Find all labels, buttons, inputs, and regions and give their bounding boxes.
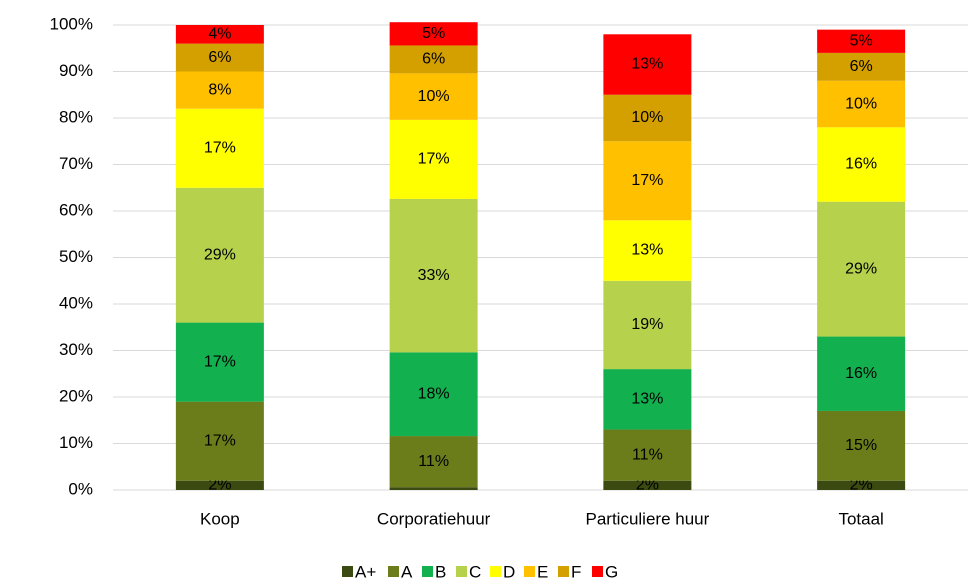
data-label: 13% [631, 56, 663, 73]
data-label: 17% [418, 151, 450, 168]
data-label: 29% [845, 260, 877, 277]
bar-segment [389, 487, 478, 490]
bar-segment [389, 73, 478, 120]
y-tick-label: 0% [68, 479, 93, 498]
y-tick-label: 70% [59, 154, 93, 173]
data-label: 17% [204, 353, 236, 370]
data-label: 2% [636, 477, 659, 494]
bar-segment [603, 141, 692, 221]
data-label: 10% [418, 88, 450, 105]
bar-segment [603, 480, 692, 490]
bar-segment [175, 322, 264, 402]
y-tick-label: 30% [59, 340, 93, 359]
data-label: 15% [845, 437, 877, 454]
bar-segment [603, 280, 692, 370]
bar-segment [817, 410, 906, 481]
y-tick-label: 100% [50, 14, 93, 33]
data-label: 13% [631, 242, 663, 259]
data-label: 17% [631, 172, 663, 189]
y-tick-label: 50% [59, 247, 93, 266]
bar-segment [175, 401, 264, 481]
bar-segment [603, 429, 692, 481]
data-label: 4% [208, 26, 231, 43]
legend-label: E [537, 562, 548, 581]
data-label: 17% [204, 432, 236, 449]
data-label: 10% [631, 109, 663, 126]
legend-swatch [490, 566, 501, 577]
bar-segment [817, 29, 906, 53]
legend-label: F [571, 562, 581, 581]
data-label: 33% [418, 267, 450, 284]
bar-segment [175, 43, 264, 72]
legend-swatch [342, 566, 353, 577]
data-label: 2% [850, 477, 873, 494]
bar-segment [603, 34, 692, 95]
x-tick-label: Totaal [838, 509, 883, 528]
bar-segment [817, 201, 906, 337]
data-label: 6% [208, 49, 231, 66]
x-tick-label: Corporatiehuur [377, 509, 491, 528]
data-label: 11% [418, 453, 449, 470]
bar-segment [817, 480, 906, 490]
data-label: 18% [418, 385, 450, 402]
data-label: 16% [845, 156, 877, 173]
legend-swatch [558, 566, 569, 577]
x-tick-label: Koop [200, 509, 240, 528]
legend-label: C [469, 562, 481, 581]
bar-segment [389, 45, 478, 74]
y-tick-label: 60% [59, 200, 93, 219]
bar-segment [817, 52, 906, 81]
legend-label: A [401, 562, 413, 581]
bar-segment [389, 22, 478, 46]
bar-segment [175, 187, 264, 323]
bar-segment [817, 336, 906, 411]
data-label: 6% [422, 51, 445, 68]
data-label: 10% [845, 95, 877, 112]
data-label: 13% [631, 391, 663, 408]
data-label: 29% [204, 246, 236, 263]
y-tick-label: 80% [59, 107, 93, 126]
data-label: 19% [631, 316, 663, 333]
bar-segment [603, 369, 692, 430]
bar-segment [817, 127, 906, 202]
data-label: 8% [208, 81, 231, 98]
bar-segment [175, 71, 264, 109]
bar-segment [603, 94, 692, 142]
legend-swatch [456, 566, 467, 577]
data-label: 2% [208, 477, 231, 494]
data-label: 6% [850, 58, 873, 75]
bar-segment [389, 119, 478, 199]
y-tick-label: 40% [59, 293, 93, 312]
data-label: 17% [204, 139, 236, 156]
legend-label: D [503, 562, 515, 581]
legend-swatch [388, 566, 399, 577]
data-label: 5% [850, 32, 873, 49]
legend-swatch [592, 566, 603, 577]
x-tick-label: Particuliere huur [585, 509, 709, 528]
bar-segment [389, 436, 478, 488]
bar-segment [389, 198, 478, 353]
legend-label: A+ [355, 562, 376, 581]
legend-swatch [524, 566, 535, 577]
bar-segment [175, 480, 264, 490]
bar-segment [175, 108, 264, 188]
data-label: 5% [422, 25, 445, 42]
y-tick-label: 90% [59, 61, 93, 80]
bar-segment [603, 220, 692, 281]
data-label: 16% [845, 365, 877, 382]
bar-segment [389, 352, 478, 437]
legend-swatch [422, 566, 433, 577]
data-label: 11% [632, 446, 663, 463]
y-tick-label: 20% [59, 386, 93, 405]
bar-segment [817, 80, 906, 128]
bar-segment [175, 25, 264, 44]
legend-label: G [605, 562, 618, 581]
y-tick-label: 10% [59, 433, 93, 452]
legend-label: B [435, 562, 446, 581]
